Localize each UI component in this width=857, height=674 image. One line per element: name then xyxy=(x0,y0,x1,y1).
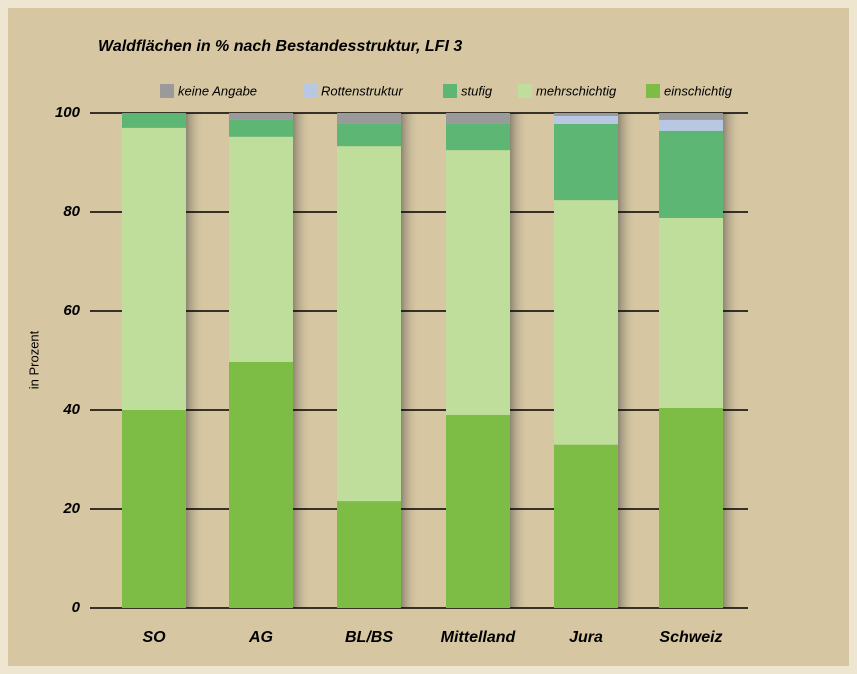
bar-segment xyxy=(229,113,293,120)
bar-segment xyxy=(554,123,618,201)
legend-label: mehrschichtig xyxy=(536,83,617,98)
bar-segment xyxy=(229,136,293,362)
bar-segment xyxy=(446,414,510,608)
x-tick-label: AG xyxy=(248,629,273,646)
bar-shadow xyxy=(401,113,419,608)
bar-segment xyxy=(337,113,401,124)
bar-segment xyxy=(446,123,510,151)
bar-segment xyxy=(122,127,186,410)
legend-swatch xyxy=(303,84,317,98)
chart-title: Waldflächen in % nach Bestandesstruktur,… xyxy=(98,38,462,55)
bar-segment xyxy=(229,361,293,608)
bar-segment xyxy=(554,113,618,116)
legend-label: einschichtig xyxy=(664,83,733,98)
y-tick-label: 100 xyxy=(55,104,81,121)
bar-shadow xyxy=(186,113,204,608)
x-tick-label: SO xyxy=(142,629,166,646)
bar-shadow xyxy=(723,113,741,608)
bar-segment xyxy=(446,150,510,415)
legend-label: keine Angabe xyxy=(178,83,257,98)
legend-label: stufig xyxy=(461,83,493,98)
bar-shadow xyxy=(510,113,528,608)
legend-swatch xyxy=(160,84,174,98)
x-tick-label: Jura xyxy=(569,629,603,646)
y-tick-label: 80 xyxy=(63,203,80,220)
legend-swatch xyxy=(646,84,660,98)
y-tick-label: 60 xyxy=(63,302,80,319)
bar-segment xyxy=(659,113,723,120)
bar-segment xyxy=(337,146,401,502)
bar-segment xyxy=(659,217,723,409)
bar-segment xyxy=(446,113,510,124)
y-tick-label: 0 xyxy=(72,599,81,616)
bar-segment xyxy=(659,408,723,608)
legend-swatch xyxy=(443,84,457,98)
bar-segment xyxy=(659,130,723,218)
bar-segment xyxy=(337,501,401,608)
bar-segment xyxy=(554,444,618,608)
x-tick-label: Mittelland xyxy=(441,629,517,646)
x-tick-label: BL/BS xyxy=(345,629,393,646)
bar-segment xyxy=(122,113,186,128)
y-tick-label: 40 xyxy=(62,401,80,418)
bar-segment xyxy=(554,115,618,124)
bar-segment xyxy=(337,123,401,147)
bar-segment xyxy=(554,200,618,445)
bar-shadow xyxy=(618,113,636,608)
bar-segment xyxy=(122,410,186,608)
x-tick-label: Schweiz xyxy=(659,629,722,646)
bar-segment xyxy=(659,119,723,131)
y-tick-label: 20 xyxy=(62,500,80,517)
legend-label: Rottenstruktur xyxy=(321,83,403,98)
legend-swatch xyxy=(518,84,532,98)
y-axis-label: in Prozent xyxy=(26,330,41,389)
bar-shadow xyxy=(293,113,311,608)
bar-segment xyxy=(229,119,293,137)
